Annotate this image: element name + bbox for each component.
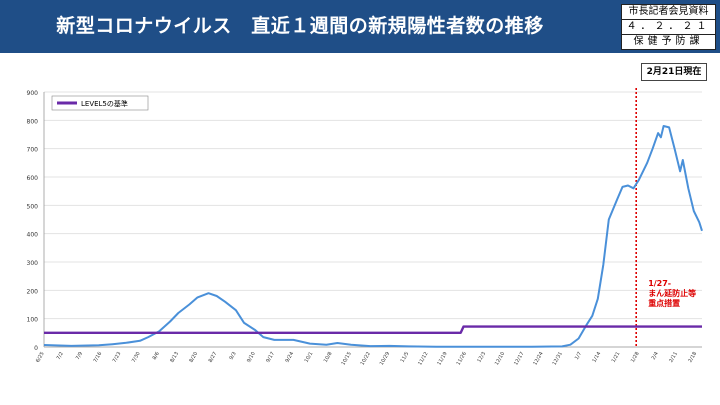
y-tick-label: 300 xyxy=(27,260,39,267)
x-tick-label: 2/11 xyxy=(668,351,679,364)
stamp-line-title: 市長記者会見資料 xyxy=(622,5,715,20)
x-tick-label: 12/3 xyxy=(476,351,487,364)
x-tick-label: 9/10 xyxy=(246,351,257,364)
series-line-new-cases xyxy=(43,125,703,348)
x-tick-label: 10/8 xyxy=(323,351,334,364)
x-tick-label: 7/16 xyxy=(92,351,103,364)
x-tick-label: 11/12 xyxy=(417,351,429,366)
annotation-text: まん延防止等 xyxy=(648,288,696,298)
legend-box xyxy=(51,95,149,111)
annotation-text: 1/27- xyxy=(648,279,671,288)
x-tick-label: 8/13 xyxy=(169,351,180,364)
y-tick-label: 700 xyxy=(27,147,39,154)
x-tick-label: 1/7 xyxy=(574,351,583,361)
y-tick-label: 600 xyxy=(27,175,39,182)
x-tick-label: 11/19 xyxy=(436,351,448,366)
x-tick-label: 11/26 xyxy=(456,351,468,366)
legend-label: LEVEL5の基準 xyxy=(81,99,128,108)
x-tick-label: 2/4 xyxy=(651,351,660,361)
page-title: 新型コロナウイルス 直近１週間の新規陽性者数の推移 xyxy=(56,15,544,37)
stamp-line-department: 保健予防課 xyxy=(633,36,704,47)
series-line-level5 xyxy=(44,325,702,334)
y-tick-label: 800 xyxy=(27,118,39,125)
y-tick-label: 200 xyxy=(27,288,39,295)
x-tick-label: 9/17 xyxy=(265,351,276,364)
y-tick-label: 0 xyxy=(34,345,38,352)
stamp-line-date: ４．２．２１ xyxy=(622,20,715,35)
x-tick-label: 7/2 xyxy=(56,351,65,361)
x-tick-label: 2/18 xyxy=(687,351,698,364)
as-of-date-label: 2月21日現在 xyxy=(641,63,707,81)
x-tick-label: 8/20 xyxy=(188,351,199,364)
y-tick-label: 900 xyxy=(27,90,39,97)
x-tick-label: 10/22 xyxy=(360,351,372,366)
x-tick-label: 10/29 xyxy=(379,351,391,366)
x-tick-label: 12/31 xyxy=(551,351,563,366)
x-tick-label: 7/23 xyxy=(112,351,123,364)
y-tick-label: 400 xyxy=(27,232,39,239)
x-tick-label: 8/6 xyxy=(152,351,161,361)
x-tick-label: 11/5 xyxy=(400,351,411,364)
x-tick-label: 7/9 xyxy=(75,351,84,361)
x-tick-label: 8/27 xyxy=(208,351,219,364)
x-tick-label: 12/24 xyxy=(532,351,544,366)
x-tick-label: 9/3 xyxy=(228,351,237,361)
x-tick-label: 1/28 xyxy=(630,351,641,364)
press-material-stamp: 市長記者会見資料 ４．２．２１ 保健予防課 xyxy=(621,4,716,50)
x-tick-label: 6/25 xyxy=(35,351,46,364)
y-tick-label: 500 xyxy=(27,203,39,210)
x-tick-label: 12/10 xyxy=(494,351,506,366)
header-bar: 新型コロナウイルス 直近１週間の新規陽性者数の推移 市長記者会見資料 ４．２．２… xyxy=(0,0,720,53)
x-tick-label: 1/14 xyxy=(591,351,602,364)
x-tick-label: 10/1 xyxy=(304,351,315,364)
x-tick-label: 1/21 xyxy=(611,351,622,364)
annotation-text: 重点措置 xyxy=(648,298,680,308)
y-tick-label: 100 xyxy=(27,317,39,324)
line-chart: 0 100 200 300 400 500 600 700 800 900 6/25 7/2 7/9 7/… xyxy=(27,88,703,366)
x-tick-label: 7/30 xyxy=(131,351,142,364)
x-tick-label: 12/17 xyxy=(513,351,525,366)
x-tick-label: 9/24 xyxy=(284,351,295,364)
x-tick-label: 10/15 xyxy=(340,351,352,366)
